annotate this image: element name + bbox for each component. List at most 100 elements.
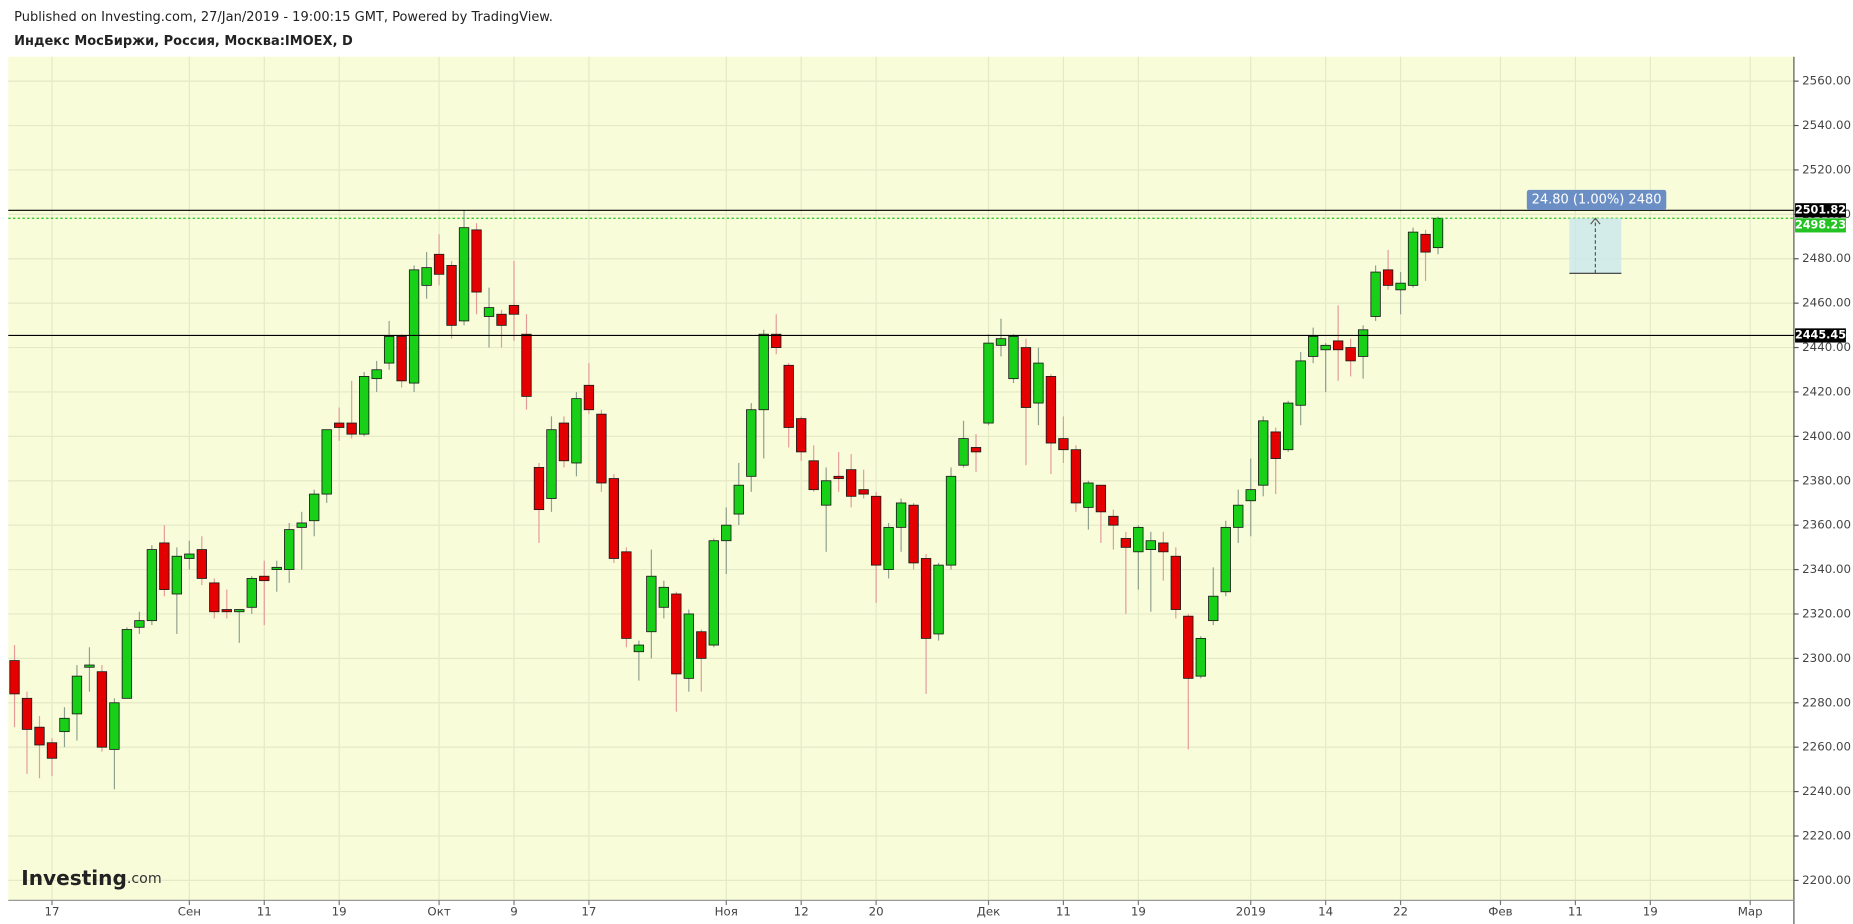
x-tick-label: 19 [332,905,347,919]
candle-up [1432,217,1444,249]
candle-down [46,742,58,759]
y-tick-label: 2460.00 [1802,296,1851,310]
candle-up [983,342,994,424]
candle-down [1170,555,1181,610]
candle-down [783,364,794,428]
candle-up [383,336,395,364]
candle-up [1083,482,1094,508]
candle-up [658,586,669,608]
candle-up [1008,336,1019,380]
candle-up [171,555,183,595]
y-tick-label: 2420.00 [1802,384,1851,398]
x-tick-label: 11 [1056,905,1071,919]
y-tick-label: 2560.00 [1802,74,1851,88]
candle-up [1308,336,1319,357]
x-tick-label: Дек [977,905,1001,919]
y-tick-label: 2240.00 [1802,784,1851,798]
candle-down [870,495,882,566]
x-tick-label: 9 [510,905,518,919]
candle-down [1420,233,1431,253]
y-tick-label: 2260.00 [1802,740,1851,754]
candle-up [234,609,245,613]
candle-down [533,467,545,511]
candle-up [1283,402,1294,451]
candle-up [1320,344,1331,351]
candle-down [1382,269,1394,286]
x-tick-label: Фев [1488,905,1512,919]
candle-down [1270,431,1281,459]
candle-down [446,264,457,326]
candle-down [1120,538,1132,548]
y-tick-label: 2280.00 [1802,695,1851,709]
subtitle: Published on Investing.com, 27/Jan/2019 … [14,10,553,25]
candle-up [1295,360,1306,406]
candle-up [546,429,557,499]
y-tick-label: 2520.00 [1802,162,1851,176]
x-tick-label: 2019 [1236,905,1266,919]
price-label: 2501.82 [1795,203,1846,216]
candle-up [1370,271,1381,317]
candle-up [146,549,158,622]
candle-down [159,542,170,590]
candle-down [558,422,570,462]
x-tick-label: 19 [1643,905,1658,919]
y-tick-label: 2320.00 [1802,606,1851,620]
candle-up [121,629,133,699]
y-tick-label: 2480.00 [1802,251,1851,265]
price-label-bg [1795,203,1846,218]
measure-label: 24.80 (1.00%) 2480 [1532,192,1662,207]
candle-up [708,540,719,646]
candle-up [71,675,83,715]
candle-down [1108,515,1119,526]
candle-down [1020,347,1032,408]
candle-up [633,644,645,653]
candle-up [933,564,944,635]
candle-up [271,566,282,570]
candle-up [408,269,420,384]
x-tick-label: 17 [44,905,59,919]
candle-down [334,422,345,428]
candle-up [109,702,120,750]
candle-up [1220,526,1231,593]
candle-up [1395,282,1406,291]
y-tick-label: 2440.00 [1802,340,1851,354]
chart-title: Индекс МосБиржи, Россия, Москва:IMOEX, D [14,34,353,49]
x-tick-label: 19 [1131,905,1146,919]
candle-down [1345,347,1356,362]
x-tick-label: 20 [869,905,884,919]
candle-down [1045,376,1057,444]
candle-up [1258,420,1269,486]
candle-up [821,480,832,506]
candle-down [583,384,595,411]
candle-down [196,549,207,579]
candle-down [96,671,108,748]
candle-down [845,469,857,497]
candle-up [59,717,70,733]
y-tick-label: 2220.00 [1802,828,1851,842]
candle-up [421,267,432,286]
last-price-label-bg [1795,218,1846,233]
candle-down [796,418,807,453]
candle-up [945,475,957,566]
candle-down [221,609,232,613]
candle-down [508,304,520,315]
candle-up [134,620,145,628]
candle-down [1095,484,1107,513]
candle-down [521,333,532,397]
measure-label-bg [1526,189,1667,211]
candle-up [321,429,332,495]
candle-down [696,631,707,659]
candle-up [284,529,295,570]
candle-up [895,502,907,528]
candle-up [1133,526,1144,553]
x-tick-label: Мар [1738,905,1763,919]
candle-up [371,369,382,380]
candle-up [358,376,370,435]
candle-up [1407,231,1419,286]
x-tick-label: Ноя [715,905,738,919]
candle-up [958,438,969,466]
y-tick-label: 2540.00 [1802,118,1851,132]
watermark: Investing.com [21,866,161,890]
